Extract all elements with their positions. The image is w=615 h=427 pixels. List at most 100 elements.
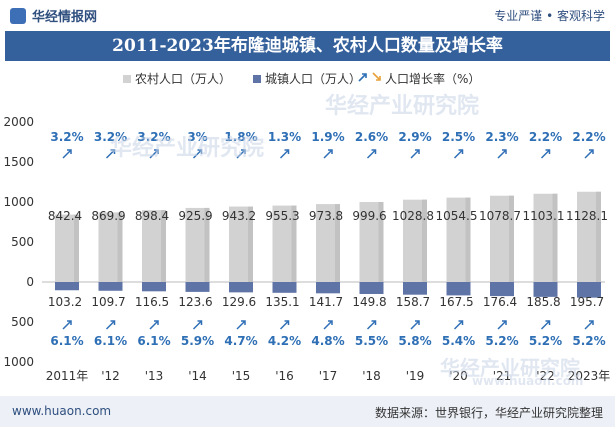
rural-growth-rate: 2.9% (398, 130, 431, 144)
urban-value-label: 158.7 (396, 295, 430, 309)
urban-bar (446, 282, 471, 296)
urban-bar (185, 282, 210, 292)
urban-growth-rate: 5.2% (529, 334, 562, 348)
rural-value-label: 1103.1 (523, 209, 565, 223)
y-tick-label: 1500 (3, 155, 34, 169)
urban-growth-arrow-up-right-icon (410, 320, 420, 330)
x-tick-label: '13 (145, 369, 164, 383)
rural-growth-arrow-up-right-icon (584, 149, 594, 159)
legend-item-growth: 人口增长率（%） (357, 70, 480, 87)
urban-growth-arrow-up-right-icon (453, 320, 464, 330)
legend-label-urban: 城镇人口（万人） (265, 72, 362, 86)
urban-growth-rate: 4.2% (268, 334, 301, 348)
rural-value-label: 1078.7 (479, 209, 521, 223)
rural-bar-side (596, 191, 601, 282)
urban-value-label: 195.7 (570, 295, 604, 309)
chart-title: 2011-2023年布隆迪城镇、农村人口数量及增长率 (112, 36, 503, 56)
footer-source: 数据来源：世界银行，华经产业研究院整理 (374, 406, 603, 420)
rural-growth-arrow-up-right-icon (62, 149, 72, 159)
rural-bar-side (422, 199, 427, 282)
urban-value-label: 185.8 (526, 295, 560, 309)
rural-growth-arrow-up-right-icon (105, 149, 116, 159)
urban-value-label: 176.4 (483, 295, 517, 309)
top-bar: 华经情报网 专业严谨 • 客观科学 (0, 0, 615, 30)
rural-growth-rate: 1.3% (268, 130, 301, 144)
urban-bar (229, 282, 253, 293)
brand-name: 华经情报网 (32, 10, 98, 25)
rural-bar-side (117, 212, 123, 282)
rural-value-label: 955.3 (265, 209, 299, 223)
urban-bar (98, 282, 123, 291)
brand[interactable]: 华经情报网 (10, 6, 97, 25)
urban-bar (142, 282, 166, 292)
urban-growth-rate: 4.7% (224, 334, 257, 348)
urban-growth-rate: 6.1% (50, 334, 83, 348)
urban-growth-arrow-up-right-icon (366, 320, 377, 330)
rural-value-label: 842.4 (48, 209, 82, 223)
rural-bar-side (204, 207, 210, 282)
footer: www.huaon.com 数据来源：世界银行，华经产业研究院整理 (0, 396, 615, 427)
rural-growth-arrow-up-right-icon (540, 149, 551, 159)
rural-growth-rate: 1.8% (224, 130, 257, 144)
rural-bar-side (161, 210, 166, 282)
rural-growth-rate: 3.2% (50, 130, 83, 144)
urban-value-label: 135.1 (265, 295, 299, 309)
urban-growth-rate: 5.8% (398, 334, 431, 348)
rural-value-label: 925.9 (178, 209, 212, 223)
urban-growth-arrow-up-right-icon (584, 320, 594, 330)
urban-bar (490, 282, 514, 297)
urban-bar (359, 282, 384, 294)
arrow-up-right-icon (357, 71, 369, 86)
urban-growth-arrow-up-right-icon (192, 320, 203, 330)
rural-bar-side (378, 202, 384, 282)
legend-item-urban: 城镇人口（万人） (253, 70, 361, 87)
y-tick-label: 0 (26, 275, 34, 289)
urban-growth-rate: 6.1% (94, 334, 127, 348)
rural-value-label: 973.8 (309, 209, 343, 223)
urban-value-label: 129.6 (222, 295, 256, 309)
rural-growth-rate: 3.2% (94, 130, 127, 144)
rural-bar-side (74, 214, 79, 282)
rural-value-label: 1054.5 (436, 209, 478, 223)
arrow-down-right-icon (371, 71, 383, 86)
rural-bar-side (465, 197, 471, 282)
x-tick-label: '12 (101, 369, 120, 383)
legend-swatch-rural (123, 75, 131, 83)
urban-growth-rate: 5.2% (485, 334, 518, 348)
legend-label-growth: 人口增长率（%） (385, 72, 481, 86)
legend-item-rural: 农村人口（万人） (123, 70, 231, 87)
x-tick-label: '19 (406, 369, 425, 383)
y-tick-label: 500 (11, 235, 34, 249)
rural-growth-rate: 3.2% (137, 130, 170, 144)
rural-growth-arrow-up-right-icon (192, 149, 203, 159)
x-tick-label: '20 (449, 369, 468, 383)
x-tick-label: '15 (232, 369, 251, 383)
urban-value-label: 149.8 (352, 295, 386, 309)
urban-growth-rate: 5.5% (355, 334, 388, 348)
rural-value-label: 1028.8 (392, 209, 434, 223)
urban-growth-arrow-up-right-icon (105, 320, 116, 330)
urban-growth-arrow-up-right-icon (497, 320, 507, 330)
rural-bar-side (335, 204, 340, 282)
urban-bar (403, 282, 427, 295)
rural-growth-rate: 3% (187, 130, 207, 144)
brand-logo-icon (10, 8, 26, 24)
rural-growth-rate: 2.6% (355, 130, 388, 144)
urban-value-label: 123.6 (178, 295, 212, 309)
rural-bar-side (552, 193, 558, 282)
x-tick-label: '22 (536, 369, 555, 383)
rural-growth-rate: 2.2% (572, 130, 605, 144)
urban-growth-arrow-up-right-icon (236, 320, 246, 330)
rural-value-label: 869.9 (91, 209, 125, 223)
rural-growth-arrow-up-right-icon (410, 149, 420, 159)
footer-site-link[interactable]: www.huaon.com (12, 404, 112, 418)
rural-growth-arrow-up-right-icon (149, 149, 159, 159)
y-tick-label: 1000 (3, 355, 34, 369)
rural-growth-rate: 2.5% (442, 130, 475, 144)
rural-value-label: 1128.1 (566, 209, 608, 223)
urban-growth-arrow-up-right-icon (149, 320, 159, 330)
urban-value-label: 116.5 (135, 295, 169, 309)
urban-growth-rate: 5.2% (572, 334, 605, 348)
rural-value-label: 898.4 (135, 209, 169, 223)
x-tick-label: '18 (362, 369, 381, 383)
